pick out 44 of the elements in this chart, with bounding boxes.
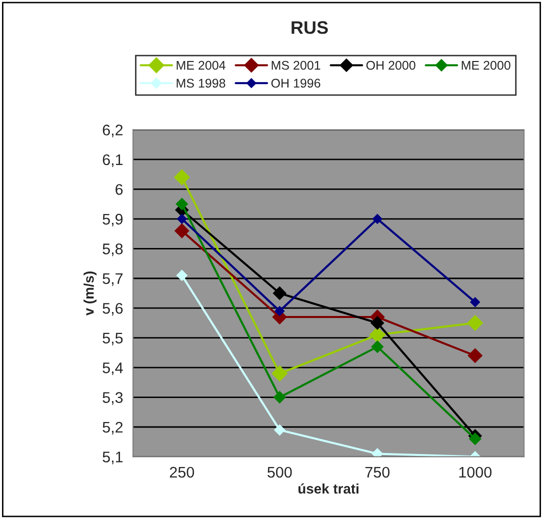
y-tick-label: 5,1 — [102, 452, 123, 464]
y-tick-label: 6,2 — [102, 124, 123, 138]
point — [272, 366, 288, 382]
point — [174, 224, 190, 238]
legend-label: ME 2000 — [462, 60, 510, 70]
x-tick-label: 250 — [170, 466, 194, 478]
x-tick-label: 1000 — [459, 466, 492, 478]
legend-label: MS 2001 — [272, 60, 320, 70]
point — [370, 316, 384, 330]
y-tick-label: 5,7 — [102, 273, 123, 286]
y-tick-label: 5,9 — [102, 214, 123, 226]
legend-label: ME 2004 — [176, 60, 226, 70]
y-tick-label: 5,6 — [102, 302, 123, 316]
y-tick-label: 5,5 — [102, 332, 123, 346]
point — [372, 448, 383, 457]
point — [274, 391, 286, 404]
point — [468, 348, 482, 363]
y-tick-label: 5,3 — [102, 392, 123, 405]
y-tick-label: 5,8 — [102, 244, 123, 256]
point — [176, 270, 188, 281]
y-tick-label: 5,4 — [102, 362, 123, 376]
y-tick-label: 6,1 — [102, 154, 123, 167]
x-axis-title: úsek trati — [298, 483, 358, 494]
point — [372, 214, 382, 224]
point — [371, 340, 384, 353]
y-axis-title: v (m/s) — [84, 272, 97, 316]
y-tick-label: 6 — [116, 184, 123, 195]
point — [174, 169, 190, 186]
point — [467, 315, 484, 331]
point — [274, 424, 286, 436]
x-tick-label: 500 — [268, 466, 292, 478]
point — [176, 198, 188, 210]
y-tick-label: 5,2 — [102, 422, 123, 434]
x-tick-label: 750 — [365, 466, 390, 478]
legend-label: OH 1996 — [271, 78, 320, 88]
chart-title: RUS — [292, 21, 328, 34]
point — [470, 297, 480, 308]
point — [370, 326, 386, 343]
point — [469, 432, 482, 446]
legend-label: OH 2000 — [366, 60, 416, 70]
point — [176, 214, 187, 224]
point — [272, 286, 286, 300]
legend-label: MS 1998 — [176, 78, 226, 88]
point — [274, 306, 285, 316]
